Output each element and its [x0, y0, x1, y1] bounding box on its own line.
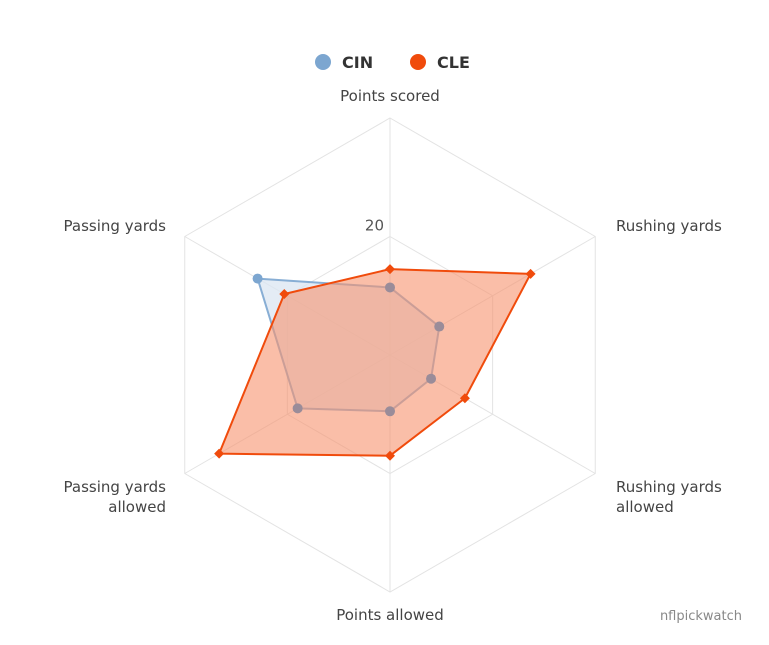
tick-labels: 20: [365, 217, 384, 235]
axis-label-3: Rushing yards allowed: [616, 478, 722, 516]
legend-marker-cle: [410, 54, 426, 70]
point-cin-2: [434, 321, 445, 332]
axis-label-2: Rushing yards: [616, 217, 722, 235]
axis-label-line: Points allowed: [336, 606, 444, 624]
point-cin-1: [385, 282, 395, 293]
point-cle-6: [279, 288, 290, 299]
axis-label-line: Passing yards: [64, 478, 167, 496]
point-cle-1: [385, 264, 395, 275]
axis-label-line: allowed: [616, 498, 674, 516]
legend-marker-cin: [315, 54, 331, 70]
axis-label-5: Passing yards allowed: [64, 478, 167, 516]
point-cin-6: [252, 273, 263, 284]
axis-label-6: Passing yards: [64, 217, 167, 235]
series-layer: [214, 264, 536, 461]
point-cle-4: [385, 450, 395, 461]
legend: CIN CLE: [315, 53, 470, 72]
point-cin-4: [385, 406, 395, 417]
legend-item-cle[interactable]: CLE: [410, 53, 470, 72]
axis-label-line: Passing yards: [64, 217, 167, 235]
axis-label-line: Points scored: [340, 87, 440, 105]
axis-label-1: Points scored: [340, 87, 440, 105]
point-cle-5: [214, 448, 225, 459]
axis-label-4: Points allowed: [336, 606, 444, 624]
point-cin-3: [426, 373, 437, 384]
legend-item-cin[interactable]: CIN: [315, 53, 373, 72]
tick-label-1: 20: [365, 217, 384, 235]
point-cle-2: [525, 268, 536, 279]
axis-label-line: Rushing yards: [616, 217, 722, 235]
legend-label-cin: CIN: [342, 53, 373, 72]
axis-label-line: Rushing yards: [616, 478, 722, 496]
point-cin-5: [292, 403, 303, 414]
legend-label-cle: CLE: [437, 53, 470, 72]
point-cle-3: [459, 393, 470, 404]
chart-credit[interactable]: nflpickwatch: [660, 609, 742, 624]
axis-label-line: allowed: [108, 498, 166, 516]
axis-labels: Points scored Rushing yards Rushing yards a…: [64, 87, 723, 624]
